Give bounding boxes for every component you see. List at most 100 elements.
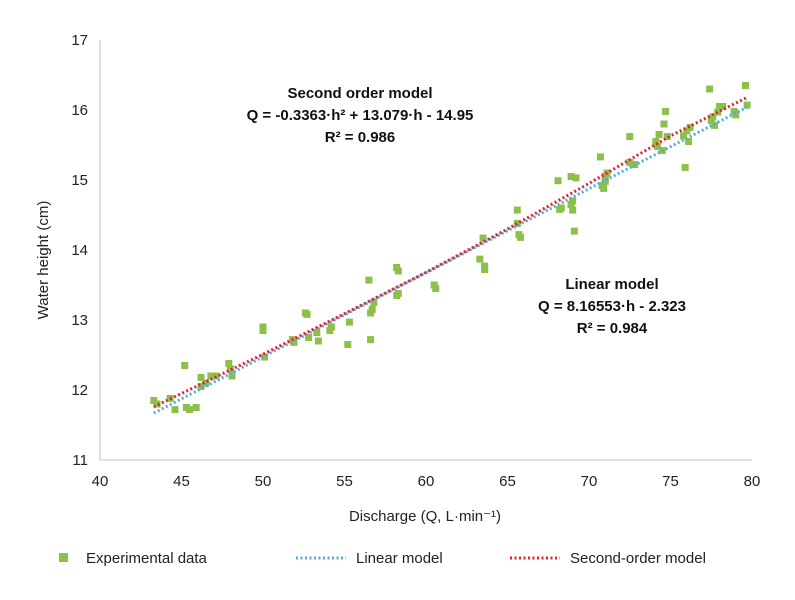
data-point bbox=[186, 406, 194, 414]
data-point bbox=[368, 306, 376, 313]
data-point bbox=[197, 373, 205, 381]
data-point bbox=[652, 138, 660, 145]
y-tick-label: 16 bbox=[71, 102, 88, 119]
data-point bbox=[517, 233, 525, 241]
data-point bbox=[197, 383, 205, 390]
data-point bbox=[259, 327, 267, 334]
data-point bbox=[202, 379, 210, 387]
x-tick-label: 65 bbox=[499, 473, 516, 490]
data-point bbox=[226, 365, 234, 373]
y-tick-label: 11 bbox=[72, 452, 88, 469]
y-tick-label: 17 bbox=[71, 32, 88, 49]
data-point bbox=[370, 299, 378, 306]
data-point bbox=[743, 101, 751, 109]
x-tick-label: 55 bbox=[336, 473, 353, 490]
annotation-equation: Q = -0.3363·h² + 13.079·h - 14.95 bbox=[247, 107, 474, 124]
x-tick-label: 40 bbox=[92, 473, 109, 490]
data-point bbox=[684, 138, 692, 145]
data-point bbox=[557, 204, 565, 212]
data-point bbox=[569, 197, 577, 205]
data-point bbox=[313, 329, 321, 337]
data-point bbox=[741, 82, 749, 89]
data-point bbox=[569, 206, 577, 214]
legend: Experimental data Linear model Second-or… bbox=[59, 550, 706, 567]
legend-item-experimental-data: Experimental data bbox=[59, 550, 208, 567]
data-point bbox=[432, 285, 440, 292]
second-order-model-line bbox=[153, 96, 748, 409]
data-point bbox=[261, 353, 269, 361]
data-point bbox=[153, 400, 161, 408]
y-tick-label: 12 bbox=[71, 382, 88, 399]
experimental-data-points bbox=[150, 82, 751, 414]
y-tick-label: 13 bbox=[71, 312, 88, 329]
data-point bbox=[681, 163, 689, 171]
data-point bbox=[290, 338, 298, 346]
data-point bbox=[171, 406, 179, 414]
data-point bbox=[655, 131, 663, 138]
y-axis-ticks: 11 12 13 14 15 16 17 bbox=[71, 32, 88, 469]
data-point bbox=[305, 334, 313, 341]
data-point bbox=[601, 177, 609, 185]
y-axis-label: Water height (cm) bbox=[35, 201, 52, 320]
data-point bbox=[626, 133, 634, 141]
legend-swatch-square bbox=[59, 553, 68, 562]
data-point bbox=[481, 266, 489, 274]
data-point bbox=[228, 372, 236, 380]
data-point bbox=[365, 276, 373, 284]
data-point bbox=[714, 108, 722, 116]
data-point bbox=[344, 341, 352, 348]
data-point bbox=[513, 206, 521, 214]
data-point bbox=[394, 289, 402, 297]
data-point bbox=[207, 372, 215, 380]
y-tick-label: 15 bbox=[71, 172, 88, 189]
data-point bbox=[345, 318, 353, 326]
data-point bbox=[367, 336, 375, 344]
data-point bbox=[706, 85, 714, 93]
legend-item-second-order-model: Second-order model bbox=[510, 550, 706, 567]
x-tick-label: 45 bbox=[173, 473, 190, 490]
data-point bbox=[660, 120, 668, 128]
legend-label: Experimental data bbox=[86, 550, 208, 567]
data-point bbox=[303, 310, 311, 318]
data-point bbox=[554, 177, 562, 185]
data-point bbox=[626, 159, 634, 166]
x-axis-ticks: 40 45 50 55 60 65 70 75 80 bbox=[92, 473, 761, 490]
annotation-title: Linear model bbox=[565, 276, 658, 293]
data-point bbox=[662, 107, 670, 115]
annotation-r2: R² = 0.986 bbox=[325, 129, 395, 146]
data-point bbox=[596, 153, 604, 161]
linear-annotation: Linear model Q = 8.16553·h - 2.323 R² = … bbox=[538, 276, 686, 337]
x-tick-label: 70 bbox=[581, 473, 598, 490]
x-tick-label: 75 bbox=[662, 473, 679, 490]
data-point bbox=[476, 255, 484, 263]
data-point bbox=[567, 173, 575, 180]
x-tick-label: 50 bbox=[255, 473, 272, 490]
axes: 40 45 50 55 60 65 70 75 80 11 12 13 14 15 16 17 bbox=[71, 32, 760, 490]
annotation-equation: Q = 8.16553·h - 2.323 bbox=[538, 298, 686, 315]
data-point bbox=[572, 174, 580, 182]
legend-label: Second-order model bbox=[570, 550, 706, 567]
data-point bbox=[327, 323, 335, 331]
annotation-r2: R² = 0.984 bbox=[577, 320, 648, 337]
y-tick-label: 14 bbox=[71, 242, 88, 259]
x-axis-label: Discharge (Q, L·min⁻¹) bbox=[349, 508, 501, 525]
data-point bbox=[314, 337, 322, 345]
data-point bbox=[653, 142, 661, 150]
data-point bbox=[680, 132, 688, 140]
legend-item-linear-model: Linear model bbox=[296, 550, 443, 567]
annotation-title: Second order model bbox=[287, 85, 432, 102]
data-point bbox=[192, 404, 200, 411]
data-point bbox=[479, 234, 487, 242]
x-tick-label: 80 bbox=[744, 473, 761, 490]
data-point bbox=[225, 359, 233, 367]
data-point bbox=[719, 103, 727, 110]
data-point bbox=[570, 227, 578, 235]
data-point bbox=[394, 267, 402, 275]
legend-label: Linear model bbox=[356, 550, 443, 567]
second-order-annotation: Second order model Q = -0.3363·h² + 13.0… bbox=[247, 85, 474, 146]
x-tick-label: 60 bbox=[418, 473, 435, 490]
data-point bbox=[600, 184, 608, 192]
data-point bbox=[709, 113, 717, 121]
data-point bbox=[732, 111, 740, 119]
